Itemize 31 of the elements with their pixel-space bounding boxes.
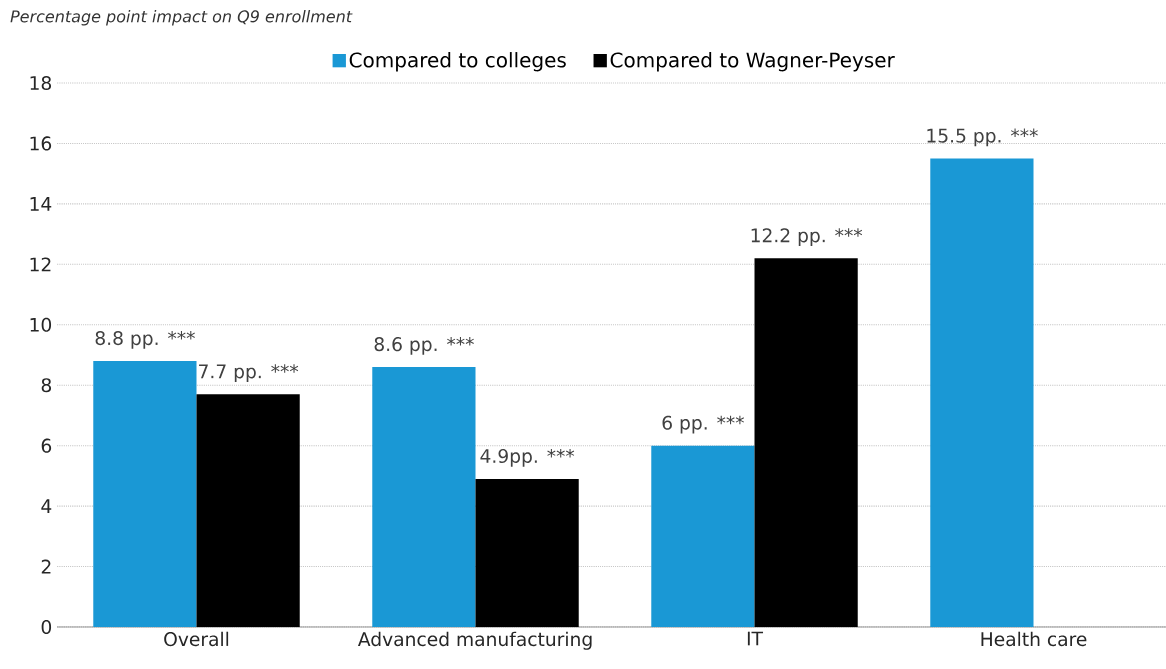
y-tick-label: 18 [30,75,52,91]
data-label: 12.2 pp. *** [751,228,863,247]
y-tick-label: 12 [30,257,51,272]
y-axis-title: Percentage point impact on Q9 enrollment [10,10,353,26]
y-tick-label: 14 [30,197,52,211]
bar [196,394,300,627]
y-tick-label: 10 [30,317,52,332]
x-tick-label: Overall [164,631,229,647]
x-tick-label: Advanced manufacturing [357,631,592,650]
bar [930,158,1034,627]
data-label: 6 pp. *** [662,415,745,434]
bar [475,478,579,627]
data-label: 8.8 pp. *** [95,331,195,349]
y-tick-label: 6 [41,438,52,453]
data-label: 8.6 pp. *** [374,337,474,355]
y-tick-label: 16 [30,136,52,151]
x-tick-label: Health care [981,631,1087,647]
y-tick-label: 0 [41,619,52,635]
legend-label: Compared to colleges [349,52,566,72]
data-label: 7.7 pp. *** [199,364,299,383]
y-tick-label: 4 [41,499,52,513]
data-label: 15.5 pp. *** [927,128,1038,147]
bar [754,258,858,627]
bar [372,367,476,627]
x-tick-label: IT [747,631,764,646]
y-tick-label: 2 [41,559,51,574]
legend-label: Compared to Wagner-Peyser [610,52,895,72]
y-tick-label: 8 [41,378,52,393]
bar [651,445,755,627]
bar [93,361,197,627]
data-label: 4.9pp. *** [480,448,575,467]
